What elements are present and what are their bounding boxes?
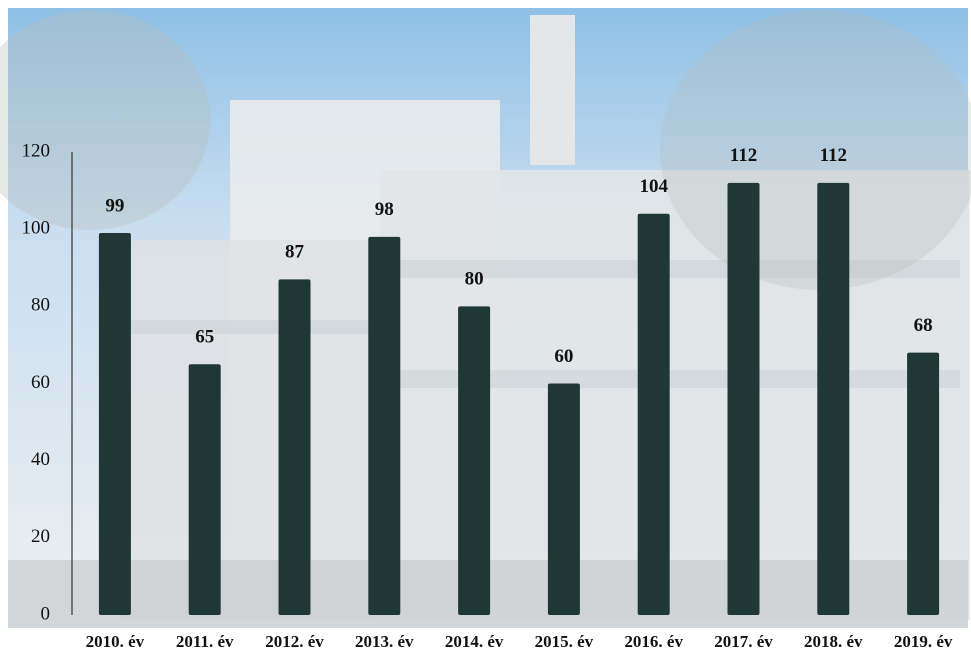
data-label: 112 xyxy=(730,145,757,166)
x-tick-label: 2016. év xyxy=(624,632,683,651)
x-tick-label: 2014. év xyxy=(445,632,504,651)
data-label: 60 xyxy=(554,346,573,367)
bar xyxy=(907,352,940,615)
bar xyxy=(368,236,401,615)
y-tick-label: 100 xyxy=(22,218,51,239)
x-tick-label: 2019. év xyxy=(894,632,953,651)
bar xyxy=(98,233,131,615)
bar xyxy=(637,213,670,615)
x-tick-label: 2012. év xyxy=(265,632,324,651)
bar xyxy=(458,306,491,615)
y-tick-label: 60 xyxy=(31,372,50,393)
x-tick-label: 2017. év xyxy=(714,632,773,651)
data-label: 99 xyxy=(105,195,124,216)
x-tick-label: 2010. év xyxy=(86,632,145,651)
bar xyxy=(547,383,580,615)
plot-area: 0 20 40 60 80 100 120 2010. év 99 2011. év 65 2012.… xyxy=(22,140,953,651)
x-tick-label: 2011. év xyxy=(176,632,234,651)
data-label: 80 xyxy=(465,269,484,290)
data-label: 112 xyxy=(820,145,847,166)
data-label: 98 xyxy=(375,199,394,220)
x-tick-label: 2015. év xyxy=(535,632,594,651)
y-tick-label: 0 xyxy=(41,603,51,624)
y-tick-label: 40 xyxy=(31,449,50,470)
bar xyxy=(278,279,311,615)
y-tick-label: 120 xyxy=(22,140,51,161)
data-label: 87 xyxy=(285,242,305,263)
y-tick-label: 20 xyxy=(31,526,50,547)
data-label: 104 xyxy=(639,176,668,197)
y-tick-label: 80 xyxy=(31,295,50,316)
x-tick-label: 2018. év xyxy=(804,632,863,651)
data-label: 65 xyxy=(195,327,214,348)
x-tick-label: 2013. év xyxy=(355,632,414,651)
bar xyxy=(817,182,850,615)
bar xyxy=(188,364,221,615)
data-label: 68 xyxy=(914,315,933,336)
bar xyxy=(727,182,760,615)
